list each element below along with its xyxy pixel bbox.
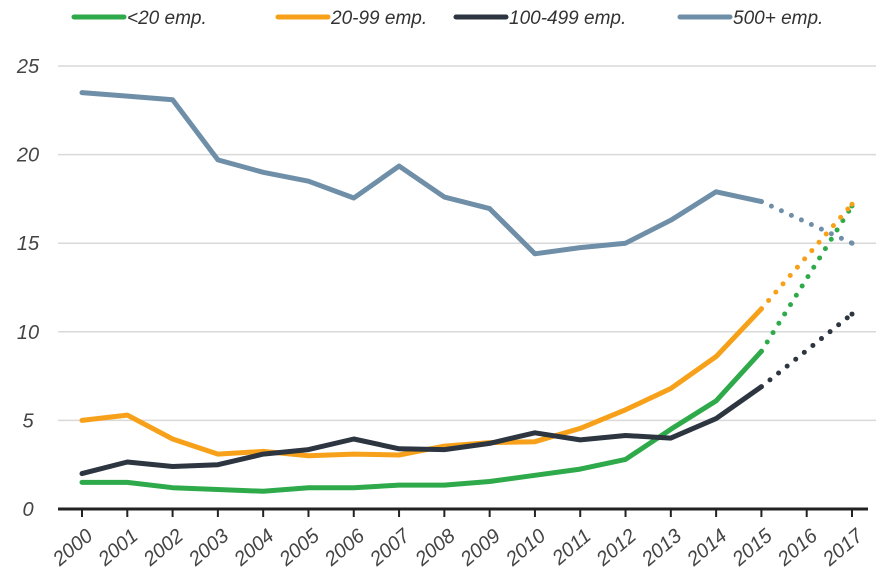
series-2	[79, 311, 855, 477]
x-tick-label: 2016	[773, 524, 823, 571]
series-line-projection	[758, 199, 855, 246]
series-line-solid	[79, 306, 764, 459]
y-axis-ticks: 0 5 10 15 20 25	[16, 56, 40, 521]
series-lines	[79, 90, 855, 494]
series-0	[79, 203, 855, 494]
x-tick-label: 2007	[365, 524, 415, 571]
x-tick-label: 2000	[48, 525, 97, 571]
legend-label: 20-99 emp.	[330, 8, 427, 29]
y-tick-label: 0	[22, 499, 33, 521]
x-tick-label: 2009	[456, 525, 505, 571]
x-tick-label: 2014	[682, 525, 731, 571]
x-tick-label: 2011	[548, 525, 596, 570]
x-tick-label: 2004	[229, 525, 278, 571]
x-tick-label: 2006	[320, 524, 370, 571]
x-tick-label: 2010	[501, 525, 550, 571]
legend-item-1: 20-99 emp.	[275, 8, 427, 29]
series-line-solid	[79, 384, 764, 477]
series-3	[79, 90, 855, 257]
series-line-projection	[758, 311, 855, 390]
x-tick-label: 2013	[637, 525, 686, 571]
legend-item-3: 500+ emp.	[677, 8, 823, 29]
y-tick-label: 10	[17, 322, 39, 344]
data-point	[849, 201, 855, 207]
x-tick-label: 2015	[728, 524, 778, 571]
data-point	[849, 311, 855, 317]
series-line-solid	[79, 90, 764, 257]
series-line-projection	[758, 203, 855, 354]
x-tick-label: 2003	[184, 525, 233, 571]
y-tick-label: 20	[16, 145, 39, 167]
data-point	[849, 240, 855, 246]
y-tick-label: 25	[16, 56, 40, 78]
y-tick-label: 5	[22, 410, 34, 432]
legend-item-2: 100-499 emp.	[453, 8, 626, 29]
x-tick-label: 2008	[411, 525, 460, 571]
legend: <20 emp. 20-99 emp. 100-499 emp. 500+ emp.	[71, 8, 823, 29]
series-line-solid	[79, 348, 764, 494]
x-tick-label: 2001	[94, 525, 143, 571]
x-tick-label: 2005	[275, 524, 325, 571]
legend-label: <20 emp.	[127, 8, 207, 29]
y-tick-label: 15	[17, 233, 40, 255]
legend-label: 100-499 emp.	[509, 8, 626, 29]
series-line-projection	[758, 201, 855, 312]
x-tick-label: 2002	[139, 525, 188, 571]
gridlines	[58, 65, 876, 422]
legend-item-0: <20 emp.	[71, 8, 207, 29]
x-axis: 2000200120022003200420052006200720082009…	[48, 507, 868, 571]
x-tick-label: 2012	[592, 525, 641, 571]
x-tick-label: 2017	[818, 524, 868, 571]
legend-label: 500+ emp.	[733, 8, 823, 29]
